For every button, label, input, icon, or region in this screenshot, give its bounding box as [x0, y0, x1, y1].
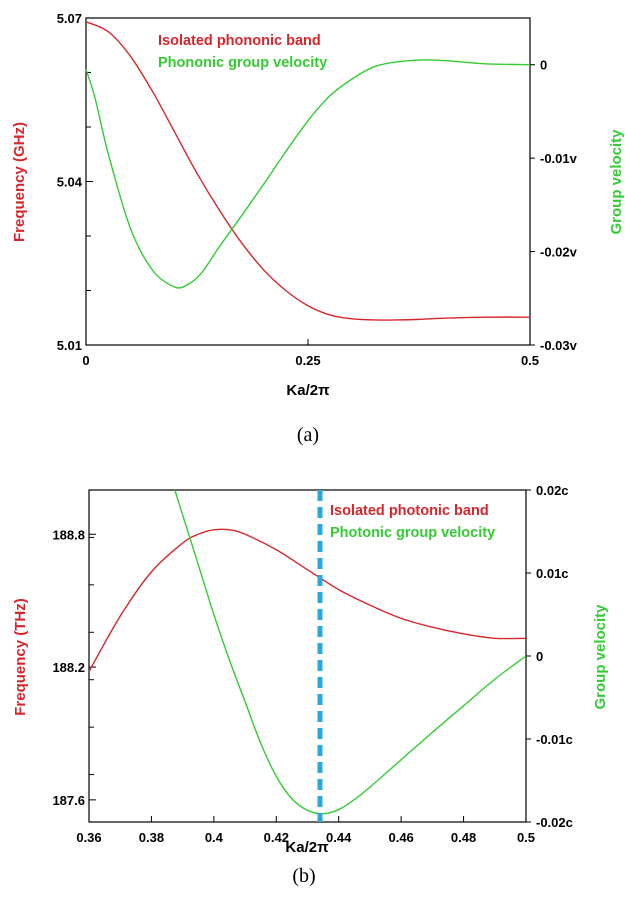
y2-tick-label: -0.01v — [540, 151, 578, 166]
y2-tick-label: 0 — [540, 58, 547, 73]
x-tick-label: 0.36 — [76, 830, 101, 845]
x-ticks-b: 0.36 0.38 0.4 0.42 0.44 0.46 0.48 0.5 — [76, 816, 535, 845]
y-tick-label: 5.01 — [57, 338, 82, 353]
y2-ticks-b: 0.02c 0.01c 0 -0.01c -0.02c — [526, 483, 573, 830]
y-axis-label-b: Frequency (THz) — [12, 598, 29, 716]
caption-a: (a) — [297, 424, 319, 446]
y-tick-label: 188.2 — [52, 660, 85, 675]
series-line-2-b — [174, 489, 527, 815]
legend-series-2-a: Phononic group velocity — [158, 55, 327, 71]
y-axis-label-a: Frequency (GHz) — [11, 122, 28, 242]
x-ticks-a: 0 0.25 0.5 — [82, 339, 539, 368]
x-tick-label: 0.44 — [326, 830, 352, 845]
x-tick-label: 0.48 — [451, 830, 476, 845]
x-tick-label: 0.4 — [205, 830, 224, 845]
series-line-2-a — [85, 59, 531, 289]
y-tick-label: 188.8 — [52, 527, 85, 542]
y-tick-label: 5.07 — [57, 11, 82, 26]
y2-axis-label-a: Group velocity — [608, 129, 625, 235]
y-tick-label: 187.6 — [52, 793, 85, 808]
y-ticks-a: 5.01 5.04 5.07 — [57, 11, 93, 353]
y2-tick-label: -0.01c — [536, 732, 573, 747]
y2-axis-label-b: Group velocity — [592, 604, 609, 710]
legend-series-1-a: Isolated phononic band — [158, 33, 321, 49]
x-axis-label-b: Ka/2π — [285, 839, 329, 856]
series-line-1-a — [85, 21, 531, 321]
y2-ticks-a: 0 -0.01v -0.02v -0.03v — [530, 58, 578, 353]
y2-tick-label: 0.02c — [536, 483, 569, 498]
legend-series-2-b: Photonic group velocity — [330, 525, 495, 541]
y2-tick-label: -0.03v — [540, 338, 578, 353]
y2-tick-label: 0 — [536, 649, 543, 664]
series-a — [85, 21, 531, 321]
x-tick-label: 0.46 — [388, 830, 413, 845]
y-tick-label: 5.04 — [57, 175, 83, 190]
y2-tick-label: -0.02v — [540, 245, 578, 260]
y2-tick-label: 0.01c — [536, 566, 569, 581]
y-ticks-b: 188.8 188.2 187.6 — [52, 489, 96, 823]
x-tick-label: 0.5 — [521, 353, 539, 368]
legend-series-1-b: Isolated photonic band — [330, 503, 489, 519]
chart-b: 0.36 0.38 0.4 0.42 0.44 0.46 0.48 0.5 188.8188.… — [12, 483, 609, 887]
series-b — [88, 489, 527, 815]
x-tick-label: 0 — [82, 353, 89, 368]
chart-a: 0 0.25 0.5 5.01 5.04 5.07 0 -0.01v -0.02v -0.03… — [11, 11, 625, 446]
series-line-1-b — [88, 528, 527, 672]
x-axis-label-a: Ka/2π — [286, 382, 330, 399]
y2-tick-label: -0.02c — [536, 815, 573, 830]
x-tick-label: 0.25 — [295, 353, 320, 368]
x-tick-label: 0.42 — [264, 830, 289, 845]
caption-b: (b) — [292, 865, 315, 887]
x-tick-label: 0.38 — [139, 830, 164, 845]
x-tick-label: 0.5 — [517, 830, 535, 845]
